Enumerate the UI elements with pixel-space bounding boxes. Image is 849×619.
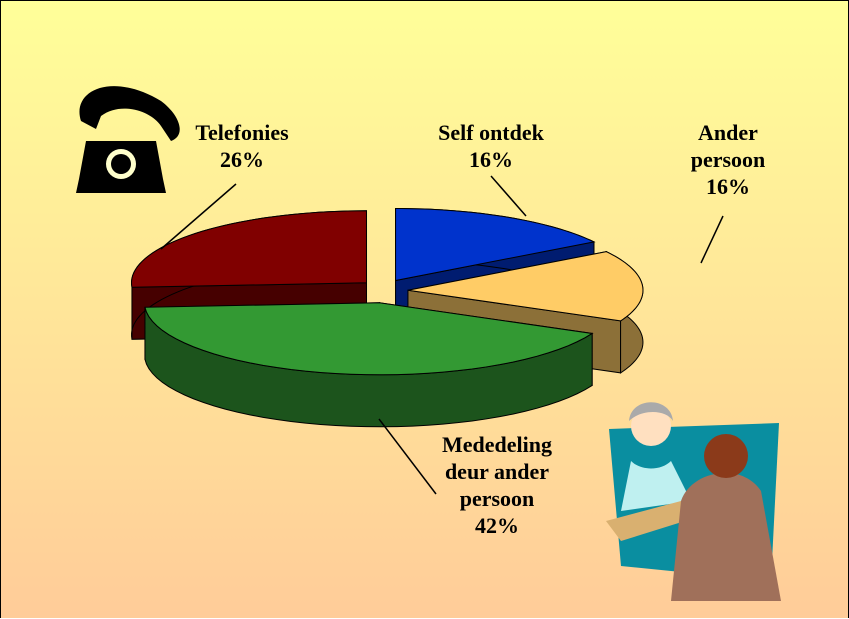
phone-icon bbox=[76, 86, 180, 193]
people-icon bbox=[606, 402, 781, 601]
value-label: 16% bbox=[406, 146, 576, 173]
category-label: Telefonies bbox=[167, 119, 317, 146]
plot bbox=[1, 1, 848, 618]
chart: Self ontdek16%Ander persoon16%Mededeling… bbox=[0, 0, 849, 618]
leader-line bbox=[701, 216, 723, 263]
value-label: 26% bbox=[167, 146, 317, 173]
category-label: Ander persoon bbox=[678, 119, 778, 173]
leader-line bbox=[491, 176, 526, 216]
value-label: 42% bbox=[432, 512, 562, 539]
leader-line bbox=[379, 419, 436, 494]
category-label: Mededeling deur ander persoon bbox=[432, 431, 562, 512]
category-label: Self ontdek bbox=[406, 119, 576, 146]
value-label: 16% bbox=[678, 173, 778, 200]
slice-top bbox=[132, 211, 367, 288]
